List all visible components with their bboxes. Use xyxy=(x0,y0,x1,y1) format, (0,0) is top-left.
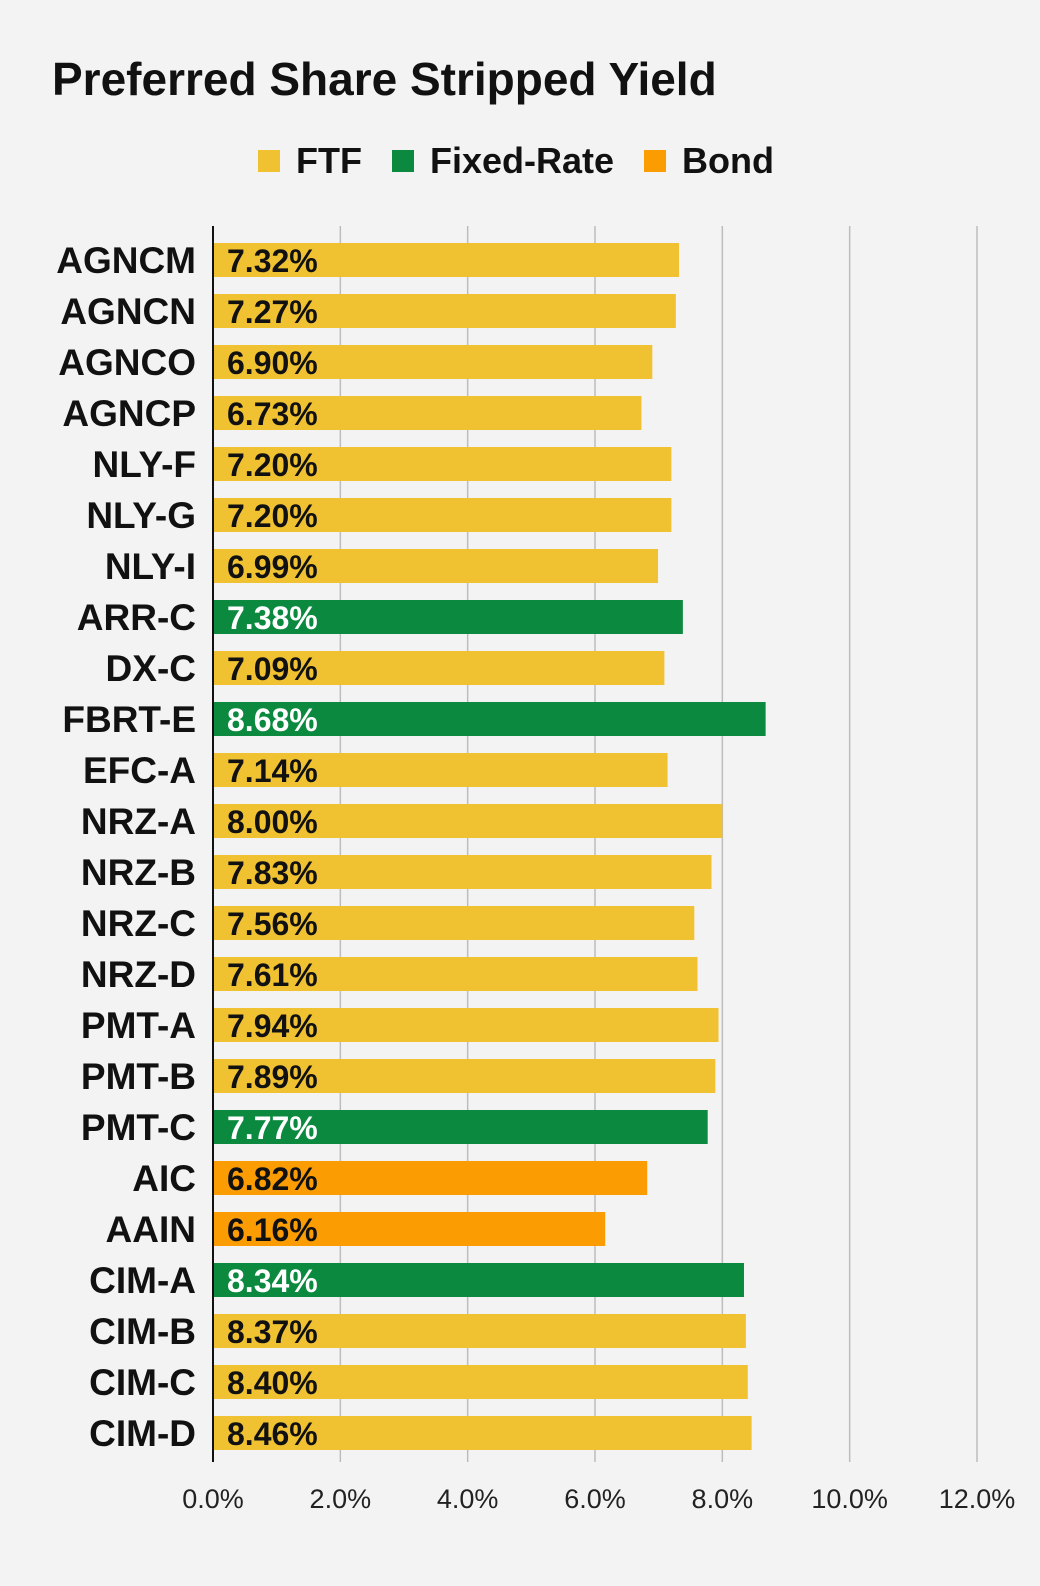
bar xyxy=(213,804,723,838)
category-label: AGNCP xyxy=(62,393,196,434)
x-tick-label: 6.0% xyxy=(564,1484,626,1514)
category-label: NLY-F xyxy=(93,444,196,485)
bar xyxy=(213,1059,716,1093)
data-label: 7.83% xyxy=(227,855,318,891)
data-label: 7.61% xyxy=(227,957,318,993)
category-label: CIM-C xyxy=(89,1362,196,1403)
category-label: NRZ-B xyxy=(81,852,196,893)
category-label: NRZ-A xyxy=(81,801,196,842)
category-label: ARR-C xyxy=(77,597,196,638)
bar xyxy=(213,651,665,685)
x-tick-label: 4.0% xyxy=(437,1484,499,1514)
legend-item-fixed-rate: Fixed-Rate xyxy=(391,140,615,182)
bar xyxy=(213,549,659,583)
bar xyxy=(213,753,668,787)
data-label: 7.89% xyxy=(227,1059,318,1095)
bar xyxy=(213,345,653,379)
data-label: 6.73% xyxy=(227,396,318,432)
data-label: 8.40% xyxy=(227,1365,318,1401)
data-label: 8.46% xyxy=(227,1416,318,1452)
x-tick-label: 12.0% xyxy=(939,1484,1016,1514)
data-label: 8.68% xyxy=(227,702,318,738)
category-label: DX-C xyxy=(106,648,196,689)
category-label: AGNCN xyxy=(60,291,196,332)
legend-label-fixed-rate: Fixed-Rate xyxy=(429,140,615,181)
category-label: EFC-A xyxy=(83,750,196,791)
bar xyxy=(213,1416,752,1450)
data-label: 6.16% xyxy=(227,1212,318,1248)
bar xyxy=(213,1263,744,1297)
category-label: NRZ-D xyxy=(81,954,196,995)
data-label: 7.56% xyxy=(227,906,318,942)
bar xyxy=(213,1212,606,1246)
bar xyxy=(213,1314,746,1348)
category-label: NLY-G xyxy=(86,495,196,536)
data-label: 8.34% xyxy=(227,1263,318,1299)
category-label: PMT-C xyxy=(81,1107,196,1148)
bar xyxy=(213,1008,719,1042)
data-label: 7.77% xyxy=(227,1110,318,1146)
x-tick-label: 2.0% xyxy=(310,1484,372,1514)
legend-swatch-bond xyxy=(644,150,667,172)
category-label: CIM-B xyxy=(89,1311,196,1352)
x-tick-label: 8.0% xyxy=(692,1484,754,1514)
bar xyxy=(213,600,683,634)
data-label: 7.14% xyxy=(227,753,318,789)
data-label: 7.20% xyxy=(227,498,318,534)
data-label: 6.82% xyxy=(227,1161,318,1197)
category-label: PMT-B xyxy=(81,1056,196,1097)
chart-title: Preferred Share Stripped Yield xyxy=(52,53,717,105)
legend-swatch-fixed-rate xyxy=(391,150,414,172)
legend-label-ftf: FTF xyxy=(296,140,362,181)
legend-item-ftf: FTF xyxy=(258,140,362,182)
bar xyxy=(213,498,672,532)
bar xyxy=(213,957,698,991)
category-label: NRZ-C xyxy=(81,903,196,944)
legend-swatch-ftf xyxy=(258,150,280,172)
bar xyxy=(213,396,642,430)
category-label: FBRT-E xyxy=(62,699,196,740)
legend-item-bond: Bond xyxy=(644,140,774,182)
data-label: 8.37% xyxy=(227,1314,318,1350)
data-label: 7.94% xyxy=(227,1008,318,1044)
x-tick-label: 10.0% xyxy=(811,1484,888,1514)
bar xyxy=(213,1110,708,1144)
data-label: 7.20% xyxy=(227,447,318,483)
bar xyxy=(213,1365,748,1399)
chart-legend: FTF Fixed-Rate Bond xyxy=(0,140,1036,182)
bar xyxy=(213,906,695,940)
category-label: CIM-A xyxy=(89,1260,196,1301)
x-tick-label: 0.0% xyxy=(182,1484,244,1514)
legend-label-bond: Bond xyxy=(682,140,774,181)
bar xyxy=(213,294,676,328)
data-label: 7.38% xyxy=(227,600,318,636)
bar xyxy=(213,855,712,889)
category-label: AGNCM xyxy=(56,240,196,281)
category-label: NLY-I xyxy=(105,546,196,587)
data-label: 7.27% xyxy=(227,294,318,330)
data-label: 6.99% xyxy=(227,549,318,585)
category-label: PMT-A xyxy=(81,1005,196,1046)
category-label: AIC xyxy=(132,1158,196,1199)
category-label: CIM-D xyxy=(89,1413,196,1454)
bar xyxy=(213,243,680,277)
data-label: 7.09% xyxy=(227,651,318,687)
bar xyxy=(213,1161,648,1195)
category-label: AGNCO xyxy=(58,342,196,383)
bar xyxy=(213,702,766,736)
data-label: 7.32% xyxy=(227,243,318,279)
category-label: AAIN xyxy=(106,1209,196,1250)
bar xyxy=(213,447,672,481)
data-label: 6.90% xyxy=(227,345,318,381)
data-label: 8.00% xyxy=(227,804,318,840)
